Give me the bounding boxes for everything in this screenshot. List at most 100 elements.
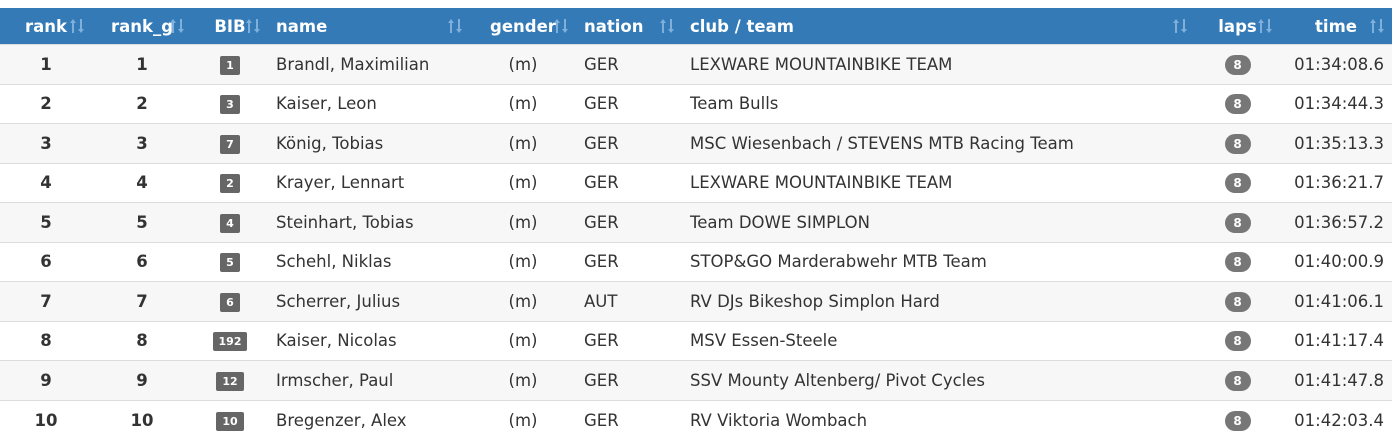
column-header[interactable]: nation	[576, 8, 682, 45]
cell: 8	[1195, 399, 1280, 440]
cell-text: Scherrer, Julius	[276, 291, 401, 311]
cell-text: (m)	[508, 54, 538, 74]
cell: 8	[1195, 202, 1280, 242]
result-row: 5 5 4 Steinhart, Tobias (m) GER Team DOWE SIMP…	[0, 202, 1392, 242]
cell: (m)	[470, 44, 576, 84]
cell: RV DJs Bikeshop Simplon Hard	[682, 281, 1195, 321]
laps-badge: 8	[1224, 291, 1251, 312]
cell: 6	[192, 281, 268, 321]
bib-badge: 12	[216, 371, 244, 391]
cell-text: GER	[584, 173, 619, 193]
cell: GER	[576, 162, 682, 203]
cell-text: 01:34:44.3	[1294, 94, 1384, 114]
result-row: 1 1 1 Brandl, Maximilian (m) GER LEXWARE MOUNT…	[0, 44, 1392, 84]
cell-text: 9	[40, 370, 52, 390]
cell: Bregenzer, Alex	[268, 399, 470, 440]
cell: 10	[92, 399, 192, 440]
cell-text: 2	[40, 94, 52, 114]
cell: GER	[576, 83, 682, 124]
cell-text: LEXWARE MOUNTAINBIKE TEAM	[690, 54, 953, 74]
cell-text: MSC Wiesenbach / STEVENS MTB Racing Team	[690, 133, 1074, 153]
cell-text: 01:41:17.4	[1294, 331, 1384, 351]
sort-icon	[70, 19, 84, 33]
cell-text: STOP&GO Marderabwehr MTB Team	[690, 252, 987, 272]
result-row: 7 7 6 Scherrer, Julius (m) AUT RV DJs Bikeshop…	[0, 281, 1392, 321]
bib-badge: 4	[220, 213, 240, 233]
cell: 01:41:47.8	[1280, 360, 1392, 400]
cell: RV Viktoria Wombach	[682, 399, 1195, 440]
column-header[interactable]: time	[1280, 8, 1392, 45]
sort-icon	[1173, 19, 1187, 33]
cell-text: 01:35:13.3	[1294, 133, 1384, 153]
cell: 7	[92, 281, 192, 321]
cell: Brandl, Maximilian	[268, 44, 470, 84]
cell-text: 8	[40, 331, 52, 351]
cell-text: 01:41:06.1	[1294, 291, 1384, 311]
column-header[interactable]: gender	[470, 8, 576, 45]
header-label: BIB	[214, 16, 246, 36]
sort-icon	[170, 19, 184, 33]
cell: 8	[1195, 241, 1280, 282]
column-header[interactable]: BIB	[192, 8, 268, 45]
cell-text: Schehl, Niklas	[276, 252, 392, 272]
cell: 01:34:44.3	[1280, 83, 1392, 124]
cell-text: 7	[136, 291, 148, 311]
sort-icon	[246, 19, 260, 33]
cell: (m)	[470, 123, 576, 163]
cell: Steinhart, Tobias	[268, 202, 470, 242]
cell-text: 4	[136, 173, 148, 193]
cell: 10	[192, 399, 268, 440]
cell: 4	[0, 162, 92, 203]
cell-text: König, Tobias	[276, 133, 384, 153]
cell-text: (m)	[508, 173, 538, 193]
cell: MSC Wiesenbach / STEVENS MTB Racing Team	[682, 123, 1195, 163]
cell: GER	[576, 202, 682, 242]
header-label: gender	[490, 16, 556, 36]
cell-text: 1	[136, 54, 148, 74]
cell-text: Steinhart, Tobias	[276, 212, 414, 232]
header-label: name	[276, 16, 328, 36]
cell: 01:41:17.4	[1280, 320, 1392, 361]
cell: Scherrer, Julius	[268, 281, 470, 321]
cell: STOP&GO Marderabwehr MTB Team	[682, 241, 1195, 282]
cell: (m)	[470, 241, 576, 282]
cell: (m)	[470, 281, 576, 321]
cell: 8	[1195, 83, 1280, 124]
result-row: 10 10 10 Bregenzer, Alex (m) GER RV Viktoria W…	[0, 399, 1392, 440]
cell: AUT	[576, 281, 682, 321]
cell: 12	[192, 360, 268, 400]
column-header[interactable]: rank_g	[92, 8, 192, 45]
bib-badge: 5	[220, 253, 240, 273]
cell-text: GER	[584, 331, 619, 351]
cell: 5	[92, 202, 192, 242]
cell-text: MSV Essen-Steele	[690, 331, 838, 351]
cell: 2	[92, 83, 192, 124]
header-label: club / team	[690, 16, 794, 36]
cell: 8	[0, 320, 92, 361]
cell-text: (m)	[508, 212, 538, 232]
cell: GER	[576, 123, 682, 163]
cell: MSV Essen-Steele	[682, 320, 1195, 361]
cell: Krayer, Lennart	[268, 162, 470, 203]
column-header[interactable]: laps	[1195, 8, 1280, 45]
cell: GER	[576, 44, 682, 84]
result-row: 4 4 2 Krayer, Lennart (m) GER LEXWARE MOUNTAIN…	[0, 162, 1392, 203]
cell-text: GER	[584, 212, 619, 232]
sort-icon	[1370, 19, 1384, 33]
column-header[interactable]: rank	[0, 8, 92, 45]
cell: SSV Mounty Altenberg/ Pivot Cycles	[682, 360, 1195, 400]
result-row: 2 2 3 Kaiser, Leon (m) GER Team Bulls 8 01:34:44…	[0, 83, 1392, 124]
cell-text: RV DJs Bikeshop Simplon Hard	[690, 291, 940, 311]
cell-text: 01:34:08.6	[1294, 54, 1384, 74]
column-header[interactable]: name	[268, 8, 470, 45]
cell: 01:36:21.7	[1280, 162, 1392, 203]
cell: GER	[576, 399, 682, 440]
cell: Kaiser, Nicolas	[268, 320, 470, 361]
bib-badge: 10	[216, 411, 244, 431]
laps-badge: 8	[1224, 331, 1251, 352]
cell-text: 4	[40, 173, 52, 193]
column-header[interactable]: club / team	[682, 8, 1195, 45]
bib-badge: 6	[220, 292, 240, 312]
cell-text: 3	[40, 133, 52, 153]
laps-badge: 8	[1224, 173, 1251, 194]
